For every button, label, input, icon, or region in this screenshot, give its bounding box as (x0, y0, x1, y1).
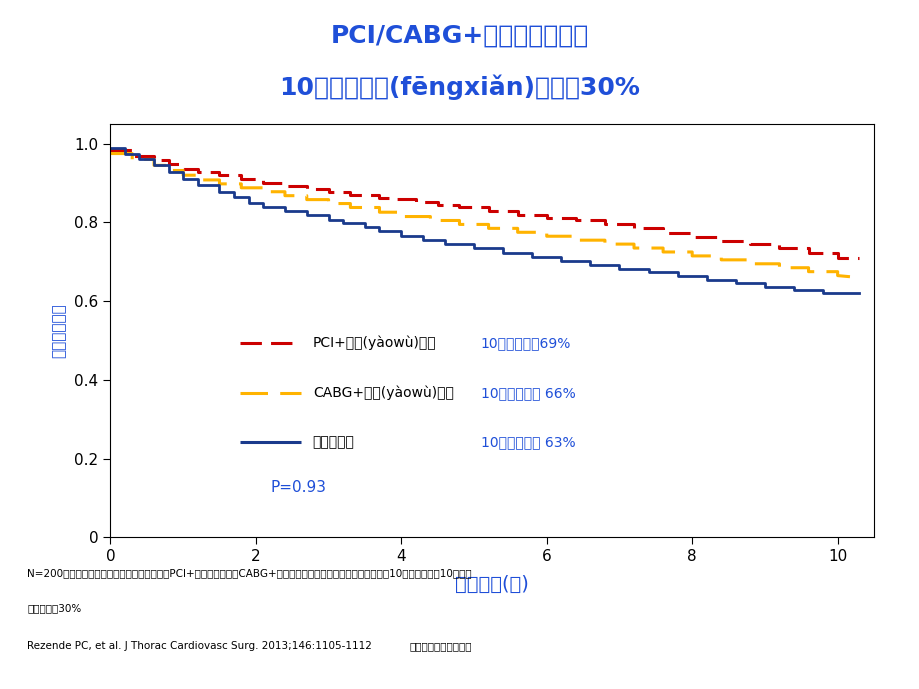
Text: 仅药物治疗: 仅药物治疗 (312, 435, 354, 449)
Text: CABG+药物(yàowù)治疗: CABG+药物(yàowù)治疗 (312, 385, 453, 400)
Text: N=200，稳定性多支冠脉病变患者，随机分入PCI+最佳药物治疗、CABG+最佳药物治疗或仅最佳药物治疗组。随访10年。三组患者10年死亡: N=200，稳定性多支冠脉病变患者，随机分入PCI+最佳药物治疗、CABG+最佳… (28, 568, 471, 578)
Text: 第三页，共三十八页。: 第三页，共三十八页。 (410, 641, 472, 651)
X-axis label: 随访时间(年): 随访时间(年) (455, 575, 528, 595)
Y-axis label: 无事件生存率: 无事件生存率 (51, 303, 66, 358)
Text: 风险均超过30%: 风险均超过30% (28, 604, 82, 614)
Text: 10年总生存率 63%: 10年总生存率 63% (481, 435, 574, 449)
Text: PCI/CABG+最佳药物治疗后: PCI/CABG+最佳药物治疗后 (331, 24, 588, 48)
Text: 10年死亡风险(fēngxiǎn)仍超过30%: 10年死亡风险(fēngxiǎn)仍超过30% (279, 74, 640, 101)
Text: PCI+药物(yàowù)治疗: PCI+药物(yàowù)治疗 (312, 336, 436, 351)
Text: 10年总生存率69%: 10年总生存率69% (481, 336, 571, 350)
Text: Rezende PC, et al. J Thorac Cardiovasc Surg. 2013;146:1105-1112: Rezende PC, et al. J Thorac Cardiovasc S… (28, 641, 372, 651)
Text: 10年总生存率 66%: 10年总生存率 66% (481, 386, 575, 400)
Text: P=0.93: P=0.93 (270, 480, 326, 495)
